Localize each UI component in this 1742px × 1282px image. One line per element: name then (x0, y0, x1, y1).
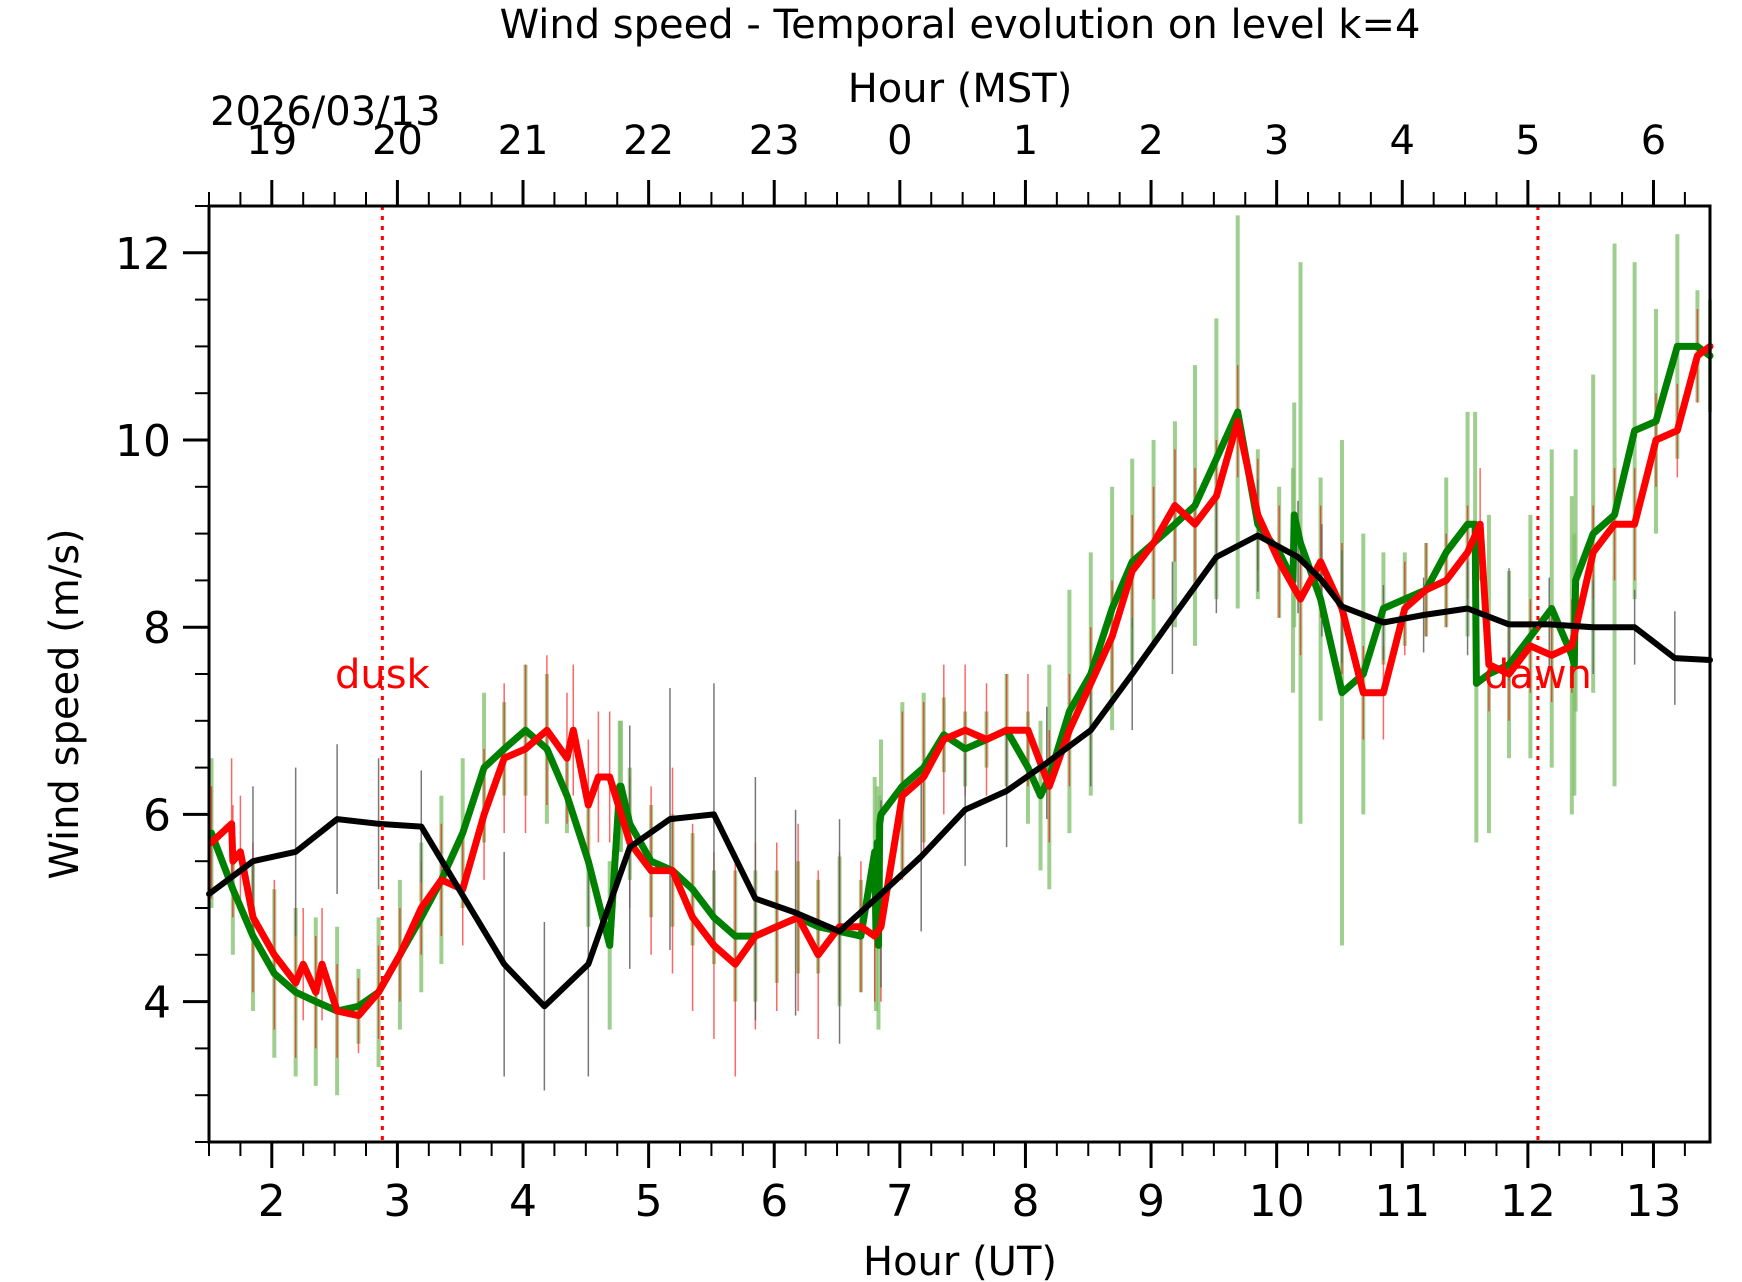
x-tick-label: 2 (258, 1176, 286, 1227)
series-line (208, 342, 1714, 1015)
series-layer (206, 215, 1714, 1096)
chart-title: Wind speed - Temporal evolution on level… (500, 2, 1421, 48)
dawn-marker-label: dawn (1484, 652, 1592, 698)
top-tick-label: 19 (246, 118, 297, 164)
top-tick-label: 21 (498, 118, 549, 164)
top-tick-label: 22 (623, 118, 674, 164)
x-tick-label: 5 (635, 1176, 663, 1227)
x-tick-label: 12 (1500, 1176, 1556, 1227)
y-tick-label: 6 (143, 790, 171, 841)
top-tick-label: 2 (1138, 118, 1163, 164)
date-label: 2026/03/13 (210, 89, 441, 135)
top-tick-label: 5 (1515, 118, 1540, 164)
plot-frame (207, 204, 1712, 1144)
y-axis-label: Wind speed (m/s) (42, 528, 88, 879)
y-tick-label: 8 (143, 603, 171, 654)
x-tick-label: 7 (886, 1176, 914, 1227)
top-tick-label: 0 (887, 118, 912, 164)
top-tick-label: 6 (1641, 118, 1666, 164)
x-tick-label: 4 (509, 1176, 537, 1227)
y-tick-label: 4 (143, 978, 171, 1029)
y-tick-label: 10 (115, 416, 171, 467)
top-tick-label: 3 (1264, 118, 1289, 164)
top-axis-label: Hour (MST) (848, 66, 1073, 112)
series-line (208, 342, 1714, 1020)
x-tick-label: 10 (1249, 1176, 1305, 1227)
x-axis-label: Hour (UT) (863, 1239, 1057, 1282)
top-tick-label: 1 (1013, 118, 1038, 164)
x-tick-label: 13 (1625, 1176, 1681, 1227)
dusk-marker-label: dusk (335, 652, 431, 698)
y-tick-label: 12 (115, 229, 171, 280)
series-line (206, 532, 1713, 1010)
x-tick-label: 9 (1137, 1176, 1165, 1227)
top-tick-label: 23 (749, 118, 800, 164)
marker-layer: dusk dawn (335, 206, 1592, 1142)
x-tick-label: 3 (383, 1176, 411, 1227)
top-tick-label: 20 (372, 118, 423, 164)
x-tick-label: 8 (1011, 1176, 1039, 1227)
top-tick-label: 4 (1390, 118, 1415, 164)
x-tick-label: 6 (760, 1176, 788, 1227)
x-tick-label: 11 (1374, 1176, 1430, 1227)
